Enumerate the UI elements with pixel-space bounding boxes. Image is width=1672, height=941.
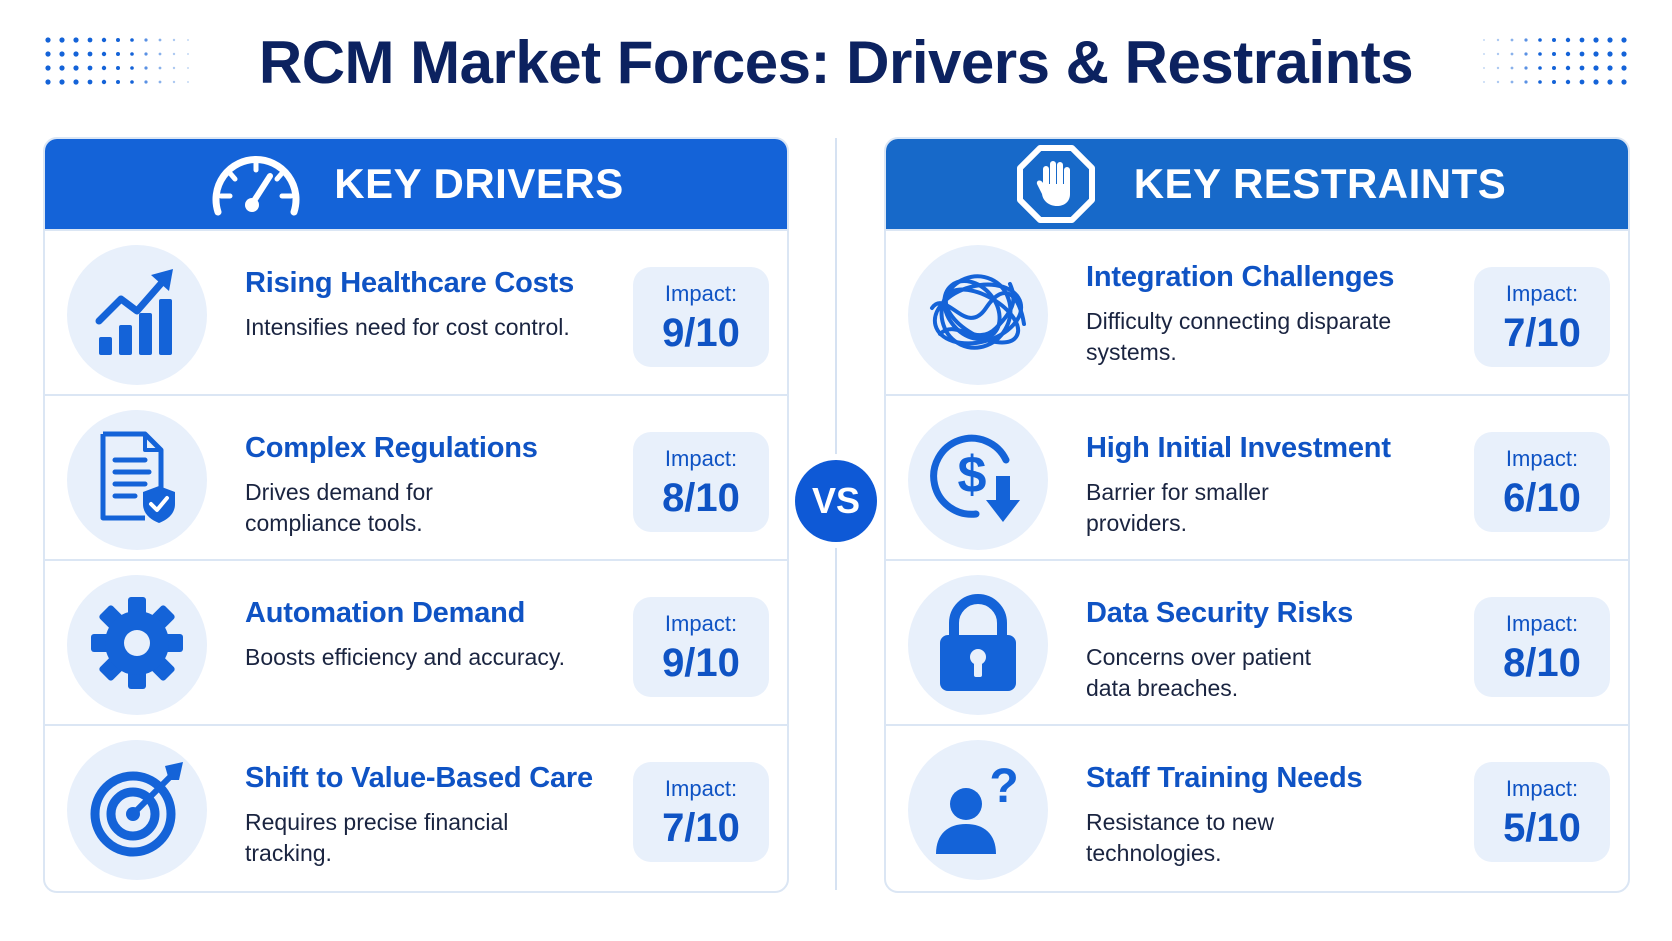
impact-badge: Impact: 5/10 — [1474, 762, 1610, 862]
driver-row: Rising Healthcare Costs Intensifies need… — [45, 229, 787, 394]
restraint-description: Concerns over patient data breaches. — [1086, 644, 1312, 701]
dollar-down-icon: $ — [928, 428, 1028, 533]
impact-label: Impact: — [664, 776, 738, 801]
svg-text:$: $ — [958, 446, 987, 504]
driver-row: Shift to Value-Based Care Requires preci… — [45, 724, 787, 889]
speedometer-icon — [208, 142, 304, 226]
driver-title: Rising Healthcare Costs — [245, 267, 574, 299]
person-question-icon: ? — [930, 758, 1026, 863]
impact-badge: Impact: 7/10 — [633, 762, 769, 862]
restraint-icon-circle: $ — [908, 410, 1048, 550]
impact-value: 5/10 — [1503, 806, 1581, 850]
driver-title: Shift to Value-Based Care — [245, 762, 593, 794]
driver-title: Complex Regulations — [245, 432, 538, 464]
restraint-title: High Initial Investment — [1086, 432, 1391, 464]
impact-badge: Impact: 7/10 — [1474, 267, 1610, 367]
impact-badge: Impact: 6/10 — [1474, 432, 1610, 532]
impact-label: Impact: — [664, 281, 738, 306]
restraints-heading: KEY RESTRAINTS — [1133, 160, 1507, 207]
impact-value: 8/10 — [1503, 641, 1581, 685]
gear-icon — [89, 595, 185, 696]
restraint-row: Integration Challenges Difficulty connec… — [886, 229, 1628, 394]
restraint-title: Staff Training Needs — [1086, 762, 1363, 794]
page-title: RCM Market Forces: Drivers & Restraints — [258, 29, 1414, 96]
restraint-icon-circle — [908, 245, 1048, 385]
padlock-icon — [936, 593, 1020, 698]
driver-icon-circle — [67, 740, 207, 880]
drivers-heading: KEY DRIVERS — [334, 160, 624, 207]
restraints-header: KEY RESTRAINTS — [886, 139, 1628, 229]
impact-badge: Impact: 8/10 — [1474, 597, 1610, 697]
impact-label: Impact: — [664, 611, 738, 636]
driver-row: Complex Regulations Drives demand for co… — [45, 394, 787, 559]
restraint-description: Barrier for smaller providers. — [1086, 479, 1269, 536]
restraint-description: Resistance to new technologies. — [1086, 809, 1274, 866]
impact-label: Impact: — [1505, 611, 1579, 636]
driver-description: Requires precise financial tracking. — [245, 809, 509, 866]
impact-label: Impact: — [664, 446, 738, 471]
restraint-description: Difficulty connecting disparate systems. — [1086, 308, 1392, 365]
impact-value: 9/10 — [662, 311, 740, 355]
document-shield-icon — [95, 430, 179, 531]
impact-label: Impact: — [1505, 281, 1579, 306]
driver-description: Drives demand for compliance tools. — [245, 479, 433, 536]
drivers-panel: KEY DRIVERS Rising Healthcare Costs In — [43, 137, 789, 893]
driver-icon-circle — [67, 245, 207, 385]
stop-hand-icon — [1008, 142, 1104, 226]
restraint-title: Data Security Risks — [1086, 597, 1353, 629]
restraint-title: Integration Challenges — [1086, 261, 1395, 293]
svg-text:?: ? — [989, 760, 1018, 813]
impact-label: Impact: — [1505, 776, 1579, 801]
restraint-row: $ High Initial Investment Barrier for sm… — [886, 394, 1628, 559]
restraint-row: ? Staff Training Needs Resistance to new… — [886, 724, 1628, 889]
driver-title: Automation Demand — [245, 597, 526, 629]
impact-badge: Impact: 9/10 — [633, 597, 769, 697]
driver-icon-circle — [67, 410, 207, 550]
restraint-icon-circle — [908, 575, 1048, 715]
impact-value: 6/10 — [1503, 476, 1581, 520]
restraints-panel: KEY RESTRAINTS Integration Challenges — [884, 137, 1630, 893]
impact-value: 7/10 — [1503, 311, 1581, 355]
vs-badge: VS — [795, 460, 877, 542]
impact-value: 8/10 — [662, 476, 740, 520]
tangled-lines-icon — [926, 268, 1030, 363]
impact-badge: Impact: 8/10 — [633, 432, 769, 532]
impact-label: Impact: — [1505, 446, 1579, 471]
impact-value: 7/10 — [662, 806, 740, 850]
impact-value: 9/10 — [662, 641, 740, 685]
driver-row: Automation Demand Boosts efficiency and … — [45, 559, 787, 724]
restraint-row: Data Security Risks Concerns over patien… — [886, 559, 1628, 724]
driver-icon-circle — [67, 575, 207, 715]
rising-bar-chart-icon — [95, 267, 179, 364]
driver-description: Intensifies need for cost control. — [245, 314, 570, 340]
driver-description: Boosts efficiency and accuracy. — [245, 644, 566, 670]
dot-grid-decoration-left — [45, 37, 189, 85]
dot-grid-decoration-right — [1483, 37, 1627, 85]
restraint-icon-circle: ? — [908, 740, 1048, 880]
impact-badge: Impact: 9/10 — [633, 267, 769, 367]
drivers-header: KEY DRIVERS — [45, 139, 787, 229]
target-icon — [87, 758, 187, 863]
